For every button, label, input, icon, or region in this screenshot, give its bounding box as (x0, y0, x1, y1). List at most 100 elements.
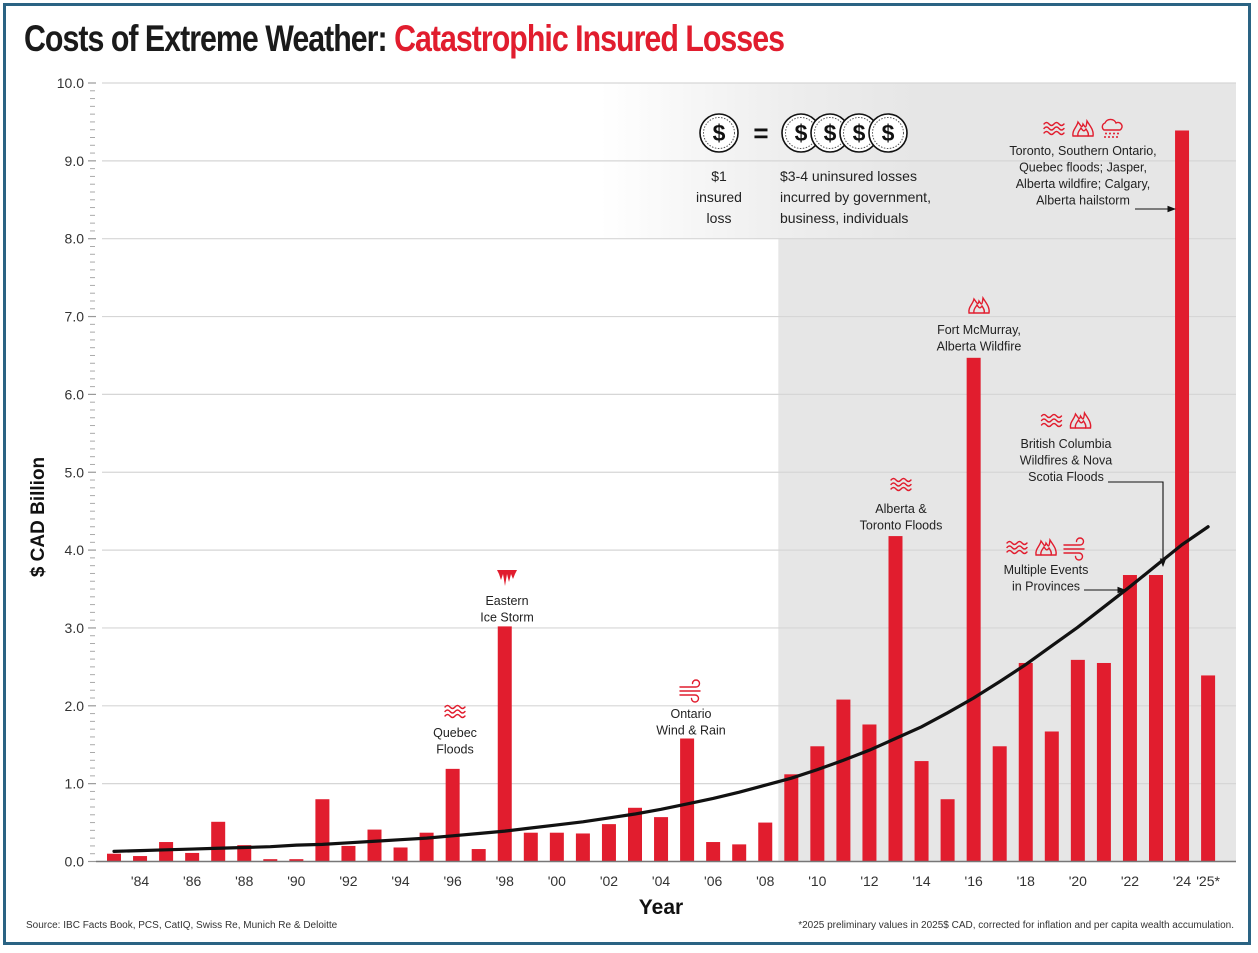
y-tick-label: 0.0 (65, 854, 85, 870)
wave (890, 486, 912, 492)
y-tick-label: 10.0 (57, 75, 84, 91)
bar-2011 (836, 699, 851, 862)
wave (1040, 413, 1063, 419)
bar-1997 (471, 849, 486, 862)
flame-inner (1074, 418, 1087, 429)
dollar-sign: $ (824, 120, 837, 146)
x-tick-label: '16 (965, 873, 983, 889)
bar-1986 (185, 852, 200, 862)
wave (1006, 549, 1028, 555)
bar-2005 (680, 738, 695, 862)
bar-2004 (654, 817, 669, 862)
title-part-2: Catastrophic Insured Losses (394, 18, 785, 59)
y-tick-label: 7.0 (65, 309, 85, 325)
x-tick-label: '08 (756, 873, 774, 889)
gust (1063, 537, 1085, 546)
bar-2024 (1175, 130, 1190, 862)
equals-sign: = (753, 118, 768, 148)
x-axis-label: Year (639, 896, 683, 919)
annotation-text: Fort McMurray, (937, 323, 1021, 337)
gust (679, 694, 700, 703)
annotation-text: Alberta hailstorm (1036, 194, 1130, 208)
flood-icon (1043, 121, 1065, 136)
bar-2016 (966, 357, 981, 862)
x-axis: '84 '86 '88 '90 '92 '94 '96 '98 '00 '02 '04 '06 '08 '… (96, 860, 1236, 889)
coin-icon: $ (781, 113, 821, 153)
y-tick-label: 6.0 (65, 386, 85, 402)
annotation-text: Floods (436, 743, 474, 757)
bar-2008 (758, 822, 773, 862)
icicles (497, 570, 517, 586)
bar-1996 (445, 768, 460, 862)
annotation-text: Toronto Floods (860, 519, 943, 533)
flame (968, 295, 990, 314)
annotation-2013: Alberta & Toronto Floods (860, 477, 943, 533)
annotation-text: British Columbia (1020, 437, 1111, 451)
x-tick-label: '92 (339, 873, 357, 889)
bar-1992 (341, 845, 356, 862)
legend-coins: $ = $ $ $ $ $1 insured loss $3-4 uninsured losses… (696, 113, 931, 226)
x-tick-label: '94 (391, 873, 409, 889)
bar-1987 (211, 821, 226, 862)
hail (1105, 132, 1107, 135)
x-tick-label: '02 (600, 873, 618, 889)
wildfire-icon (968, 295, 990, 314)
ice-storm-icon (497, 570, 517, 586)
wave (1043, 121, 1065, 127)
gust (1063, 552, 1084, 561)
flood-icon (1006, 540, 1028, 555)
wave (1043, 126, 1065, 131)
bar-1983 (107, 853, 121, 862)
legend-left-text: insured (696, 189, 742, 205)
y-tick-label: 8.0 (65, 231, 85, 247)
bar-1994 (393, 847, 408, 862)
trend-line (112, 525, 1210, 853)
title-part-1: Costs of Extreme Weather: (24, 18, 388, 59)
annotation-2024: Toronto, Southern Ontario, Quebec floods;… (1009, 118, 1177, 213)
coin-icon: $ (699, 113, 739, 153)
bar-2025* (1201, 675, 1216, 862)
annotation-text: Alberta Wildfire (937, 340, 1022, 354)
wave (890, 482, 912, 487)
hail (1108, 136, 1110, 138)
x-tick-label: '06 (704, 873, 722, 889)
bar-1985 (159, 842, 174, 862)
flood-icon (1040, 413, 1063, 428)
x-tick-label: '90 (287, 873, 305, 889)
annotation-text: Toronto, Southern Ontario, (1009, 144, 1156, 158)
annotation-text: Quebec floods; Jasper, (1019, 161, 1147, 175)
bar-2010 (810, 746, 825, 862)
annotation-text: Wildfires & Nova (1020, 454, 1112, 468)
gust (679, 679, 701, 688)
coin-inner (703, 117, 735, 149)
annotation-2022: Multiple Events in Provinces (1004, 537, 1127, 594)
x-tick-label: '88 (235, 873, 253, 889)
hailstorm-icon (1101, 118, 1123, 138)
bar-1988 (237, 845, 252, 862)
annotation-text: in Provinces (1012, 580, 1080, 594)
bar-2015 (940, 799, 955, 862)
annotation-text: Multiple Events (1004, 563, 1089, 577)
bar-2018 (1018, 662, 1033, 862)
bar-2014 (914, 761, 929, 862)
bar-1993 (367, 829, 382, 862)
bar-2021 (1096, 662, 1111, 862)
bar-1991 (315, 799, 330, 862)
flame-inner (973, 303, 986, 314)
hail (1113, 132, 1115, 135)
coin-outer (868, 113, 908, 153)
bar-1989 (263, 859, 278, 862)
hail (1112, 136, 1114, 138)
bar-2009 (784, 774, 799, 862)
bar-2017 (992, 746, 1007, 862)
annotation-2023: British Columbia Wildfires & Nova Scotia F… (1020, 410, 1167, 568)
wildfire-icon (1072, 118, 1094, 137)
wind-icon (679, 679, 701, 703)
dollar-sign: $ (713, 120, 726, 146)
flood-icon (444, 704, 466, 719)
bar-2022 (1122, 575, 1137, 862)
bar-2007 (732, 844, 747, 862)
bars (107, 130, 1216, 862)
flame (1072, 118, 1094, 137)
footnote: *2025 preliminary values in 2025$ CAD, c… (798, 920, 1234, 931)
